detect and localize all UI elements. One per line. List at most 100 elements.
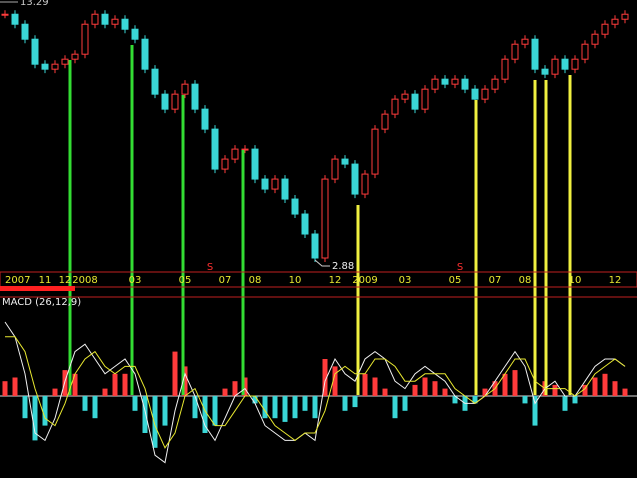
min-leader <box>314 259 330 267</box>
macd-bar <box>52 388 58 396</box>
macd-bar <box>152 396 158 448</box>
candle-body <box>101 13 109 25</box>
min-price-label: 2.88 <box>332 261 354 272</box>
candle-body <box>61 58 69 65</box>
x-tick-label: 10 <box>569 275 582 286</box>
candle-body <box>541 68 549 75</box>
candle-body <box>451 78 459 85</box>
macd-bar <box>502 373 508 396</box>
candle-body <box>11 13 19 25</box>
x-tick-label: 12 <box>609 275 622 286</box>
candle-body <box>511 43 519 60</box>
candle-body <box>131 28 139 40</box>
macd-line <box>4 321 626 464</box>
candle-body <box>591 33 599 45</box>
candle-body <box>361 173 369 195</box>
candle-body <box>141 38 149 70</box>
macd-bar <box>422 377 428 396</box>
macd-bar <box>562 396 568 411</box>
macd-bar <box>172 351 178 396</box>
candle-body <box>601 23 609 35</box>
candle-body <box>251 148 259 180</box>
candle-body <box>381 113 389 130</box>
x-tick-label: 12 <box>59 275 72 286</box>
candle-body <box>431 78 439 90</box>
macd-bar <box>32 396 38 441</box>
macd-bar <box>232 381 238 396</box>
x-tick-label: 10 <box>289 275 302 286</box>
max-price-label: 13.29 <box>20 0 49 8</box>
candle-body <box>531 38 539 70</box>
candle-body <box>341 158 349 165</box>
macd-bar <box>342 396 348 411</box>
macd-bar <box>312 396 318 419</box>
candle-body <box>41 63 49 70</box>
candle-body <box>181 83 189 95</box>
candle-body <box>391 98 399 115</box>
macd-bar <box>262 396 268 419</box>
macd-bar <box>92 396 98 419</box>
candle-body <box>1 13 9 16</box>
macd-bar <box>452 396 458 404</box>
macd-bar <box>362 373 368 396</box>
candle-body <box>261 178 269 190</box>
macd-bar <box>132 396 138 411</box>
x-tick-label: 2007 <box>5 275 30 286</box>
macd-bar <box>182 366 188 396</box>
macd-bar <box>292 396 298 419</box>
candle-body <box>51 63 59 70</box>
macd-bar <box>522 396 528 404</box>
macd-bar <box>432 381 438 396</box>
candle-body <box>421 88 429 110</box>
macd-bar <box>392 396 398 419</box>
candle-body <box>201 108 209 130</box>
macd-bar <box>332 366 338 396</box>
candle-body <box>191 83 199 110</box>
candle-body <box>371 128 379 175</box>
macd-title: MACD (26,12,9) <box>2 297 81 308</box>
macd-bar <box>282 396 288 422</box>
candle-body <box>571 58 579 70</box>
macd-bar <box>532 396 538 426</box>
macd-bar <box>72 373 78 396</box>
candle-body <box>441 78 449 85</box>
x-tick-label: 07 <box>219 275 232 286</box>
x-tick-label: 11 <box>39 275 52 286</box>
time-axis-band <box>0 271 637 288</box>
macd-bar <box>622 388 628 396</box>
candle-body <box>111 18 119 25</box>
macd-bar <box>302 396 308 411</box>
candle-body <box>291 198 299 215</box>
macd-bar <box>82 396 88 411</box>
candle-body <box>271 178 279 190</box>
candle-body <box>471 88 479 100</box>
candle-body <box>31 38 39 65</box>
candle-body <box>171 93 179 110</box>
signal-lines <box>68 45 572 395</box>
macd-bar <box>482 388 488 396</box>
candle-body <box>151 68 159 95</box>
candle-body <box>551 58 559 75</box>
x-tick-label: 07 <box>489 275 502 286</box>
x-tick-label: 05 <box>179 275 192 286</box>
macd-bar <box>42 396 48 426</box>
x-tick-label: 08 <box>519 275 532 286</box>
candle-body <box>161 93 169 110</box>
macd-bar <box>12 377 18 396</box>
candle-body <box>581 43 589 60</box>
x-tick-label: 03 <box>399 275 412 286</box>
candle-body <box>331 158 339 180</box>
macd-bar <box>212 396 218 426</box>
annotation: S <box>207 262 213 273</box>
candle-body <box>561 58 569 70</box>
macd-bar <box>102 388 108 396</box>
macd-bar <box>592 377 598 396</box>
candle-body <box>281 178 289 200</box>
x-tick-label: 05 <box>449 275 462 286</box>
macd-bar <box>602 373 608 396</box>
macd-bar <box>442 388 448 396</box>
candle-body <box>351 163 359 195</box>
candle-body <box>621 13 629 20</box>
candle-body <box>321 178 329 259</box>
